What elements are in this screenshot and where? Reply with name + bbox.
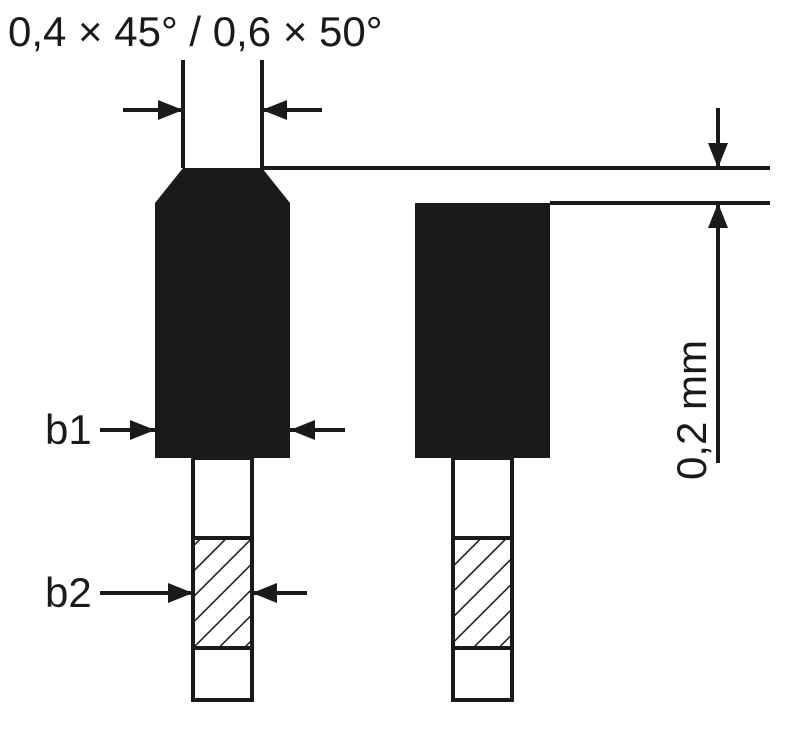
b1-label: b1 xyxy=(45,406,92,453)
technical-diagram: 0,4 × 45° / 0,6 × 50° 0,2 mm b1 b2 xyxy=(0,0,800,730)
b2-label: b2 xyxy=(45,569,92,616)
right-tool-body xyxy=(415,203,550,458)
height-dimension-label: 0,2 mm xyxy=(668,340,715,480)
left-tool-hatched-zone xyxy=(193,538,252,648)
chamfer-dimension-label: 0,4 × 45° / 0,6 × 50° xyxy=(8,8,383,55)
left-tool-body xyxy=(155,168,290,458)
right-tool-hatched-zone xyxy=(453,538,512,648)
